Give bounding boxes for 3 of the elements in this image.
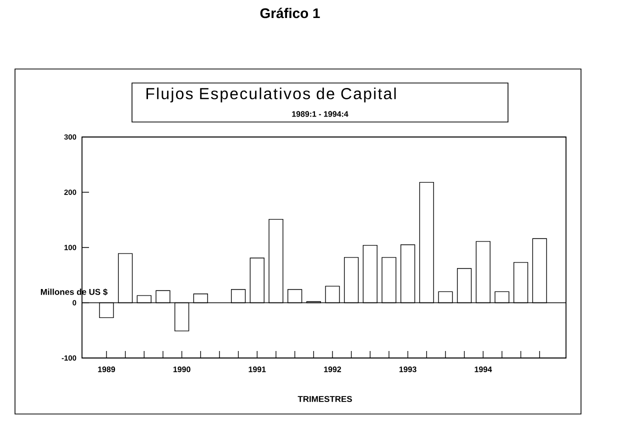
x-axis-title: TRIMESTRES	[298, 396, 352, 402]
text: Gráfico 1	[260, 8, 320, 18]
chart-title: Flujos Especulativos de Capital	[146, 88, 396, 102]
